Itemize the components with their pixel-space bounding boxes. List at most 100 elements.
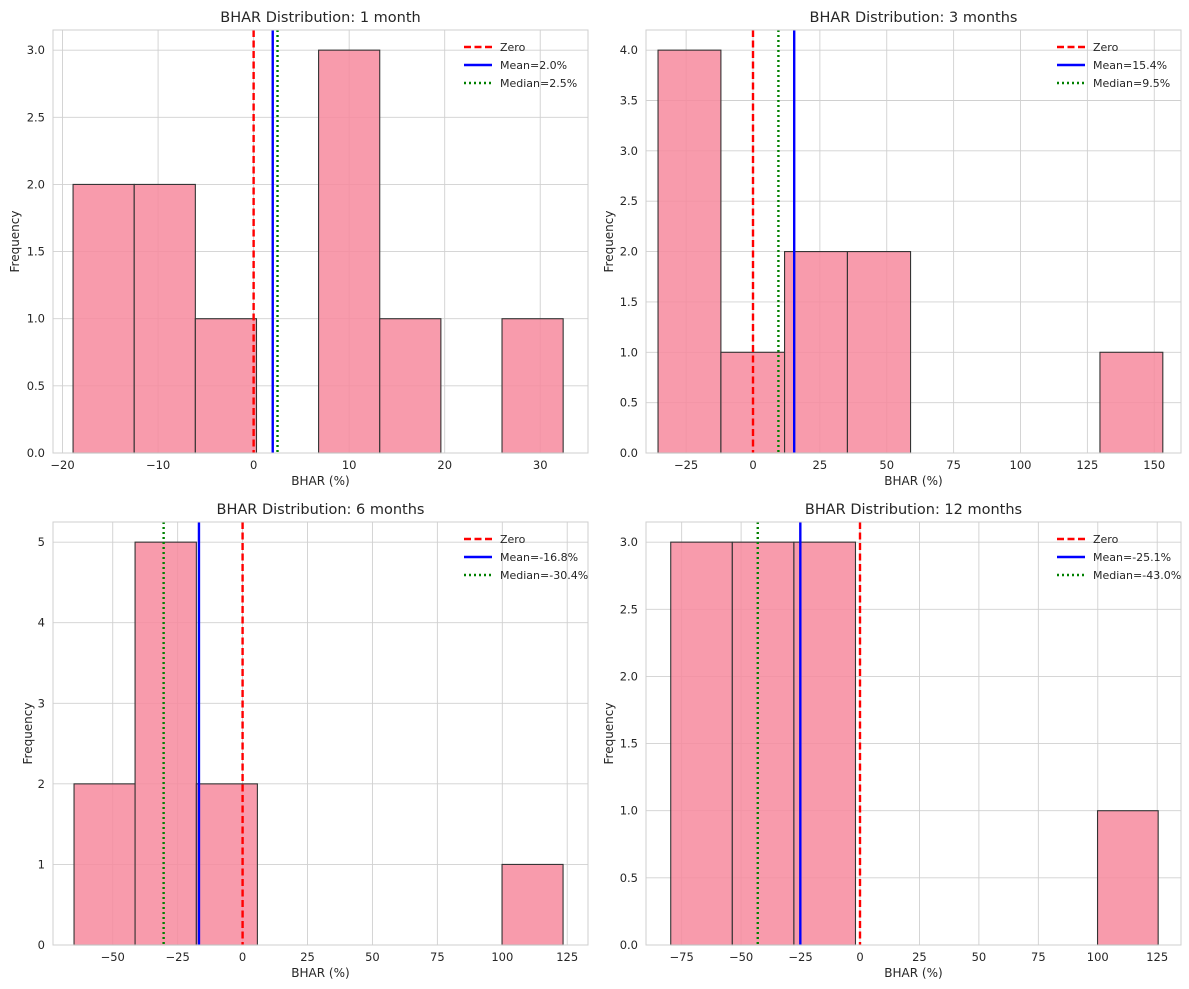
legend-mean-label: Mean=-16.8%	[500, 551, 578, 564]
y-tick-label: 5	[38, 535, 45, 549]
y-tick-label: 1.5	[620, 295, 638, 309]
histogram-bar	[793, 541, 857, 946]
x-tick-label: 75	[430, 950, 445, 964]
x-tick-label: 75	[1031, 950, 1046, 964]
y-tick-label: 2.0	[27, 177, 45, 191]
x-tick-label: 10	[342, 458, 357, 472]
y-tick-label: 1.0	[27, 312, 45, 326]
legend-median-label: Median=9.5%	[1093, 77, 1170, 90]
x-tick-label: 20	[437, 458, 452, 472]
histogram-bar	[501, 318, 564, 454]
x-tick-label: −75	[670, 950, 694, 964]
x-tick-label: −25	[788, 950, 812, 964]
y-tick-label: 0.0	[620, 446, 638, 460]
chart-title: BHAR Distribution: 1 month	[220, 10, 420, 26]
subplot-2: −25 0 25 50 75 100 125 150 0.0 0.5 1.0 1.5 2.0 2.5 3.0…	[602, 10, 1182, 488]
y-tick-label: 3.0	[620, 535, 638, 549]
x-tick-label: 75	[946, 458, 961, 472]
legend: Zero Mean=-16.8% Median=-30.4%	[464, 533, 588, 582]
y-tick-label: 3	[38, 696, 45, 710]
y-tick-label: 0.0	[27, 446, 45, 460]
histogram-bar	[1099, 351, 1164, 454]
y-tick-label: 1.5	[27, 245, 45, 259]
histogram-bar	[501, 863, 564, 946]
legend-zero-label: Zero	[500, 41, 526, 54]
histogram-bar	[73, 783, 136, 946]
y-axis-label: Frequency	[602, 703, 616, 765]
y-tick-label: 2.0	[620, 245, 638, 259]
histogram-bar	[194, 318, 258, 454]
y-tick-label: 3.0	[27, 43, 45, 57]
histogram-bar	[379, 318, 442, 454]
y-tick-label: 2.5	[620, 602, 638, 616]
x-tick-label: 50	[879, 458, 894, 472]
x-tick-label: −50	[101, 950, 125, 964]
y-tick-label: 0.5	[620, 871, 638, 885]
x-tick-label: −25	[166, 950, 190, 964]
x-tick-label: −25	[674, 458, 698, 472]
legend-mean-label: Mean=15.4%	[1093, 59, 1167, 72]
axes-frame	[645, 521, 1182, 946]
y-tick-label: 3.0	[620, 144, 638, 158]
x-tick-label: −10	[146, 458, 170, 472]
x-axis-label: BHAR (%)	[291, 474, 349, 488]
legend-mean-label: Mean=2.0%	[500, 59, 567, 72]
y-tick-label: 3.5	[620, 94, 638, 108]
y-tick-label: 0.0	[620, 938, 638, 952]
chart-title: BHAR Distribution: 12 months	[805, 502, 1022, 518]
legend: Zero Mean=15.4% Median=9.5%	[1057, 41, 1170, 90]
axes-frame	[645, 29, 1182, 454]
x-tick-label: 0	[239, 950, 246, 964]
subplot-3: −50 −25 0 25 50 75 100 125 0 1 2 3 4 5 BHAR Distributi…	[21, 502, 589, 980]
x-tick-label: 25	[912, 950, 927, 964]
y-tick-label: 2	[38, 777, 45, 791]
legend-zero-label: Zero	[1093, 41, 1119, 54]
histogram-bar	[731, 541, 795, 946]
x-tick-label: −20	[50, 458, 74, 472]
subplot-4: −75 −50 −25 0 25 50 75 100 125 0.0 0.5 1.0 1.5 2.0 2.5…	[602, 502, 1182, 980]
histogram-bar	[1096, 810, 1159, 946]
subplot-1: −20 −10 0 10 20 30 0.0 0.5 1.0 1.5 2.0 2.5 3.0 BHAR D…	[8, 10, 589, 488]
legend: Zero Mean=-25.1% Median=-43.0%	[1057, 533, 1181, 582]
y-axis-label: Frequency	[21, 703, 35, 765]
y-axis-label: Frequency	[8, 211, 22, 273]
x-tick-label: 25	[813, 458, 828, 472]
histogram-bar	[846, 251, 912, 454]
histogram-bar	[318, 49, 381, 454]
x-tick-label: 100	[1087, 950, 1109, 964]
legend-zero-label: Zero	[500, 533, 526, 546]
histogram-bar	[195, 783, 258, 946]
x-tick-label: 50	[972, 950, 987, 964]
legend: Zero Mean=2.0% Median=2.5%	[464, 41, 577, 90]
y-tick-label: 4	[38, 616, 45, 630]
y-tick-label: 2.5	[27, 110, 45, 124]
y-tick-label: 1.5	[620, 737, 638, 751]
legend-median-label: Median=-43.0%	[1093, 569, 1181, 582]
y-tick-label: 1	[38, 857, 45, 871]
legend-mean-label: Mean=-25.1%	[1093, 551, 1171, 564]
histogram-bar	[72, 183, 135, 454]
y-axis-label: Frequency	[602, 211, 616, 273]
axes-frame	[52, 521, 589, 946]
x-tick-label: 100	[491, 950, 513, 964]
y-tick-label: 0.5	[27, 379, 45, 393]
legend-median-label: Median=-30.4%	[500, 569, 588, 582]
y-tick-label: 2.0	[620, 669, 638, 683]
chart-title: BHAR Distribution: 6 months	[217, 502, 425, 518]
chart-title: BHAR Distribution: 3 months	[810, 10, 1018, 26]
y-tick-label: 1.0	[620, 804, 638, 818]
y-tick-label: 4.0	[620, 43, 638, 57]
histogram-bar	[134, 541, 197, 946]
x-axis-label: BHAR (%)	[291, 966, 349, 980]
x-tick-label: 0	[749, 458, 756, 472]
x-axis-label: BHAR (%)	[884, 966, 942, 980]
x-tick-label: 150	[1143, 458, 1165, 472]
y-tick-label: 0.5	[620, 396, 638, 410]
y-tick-label: 0	[38, 938, 45, 952]
x-axis-label: BHAR (%)	[884, 474, 942, 488]
x-tick-label: 125	[1076, 458, 1098, 472]
legend-zero-label: Zero	[1093, 533, 1119, 546]
histogram-bar	[670, 541, 733, 946]
x-tick-label: −50	[729, 950, 753, 964]
x-tick-label: 25	[300, 950, 315, 964]
